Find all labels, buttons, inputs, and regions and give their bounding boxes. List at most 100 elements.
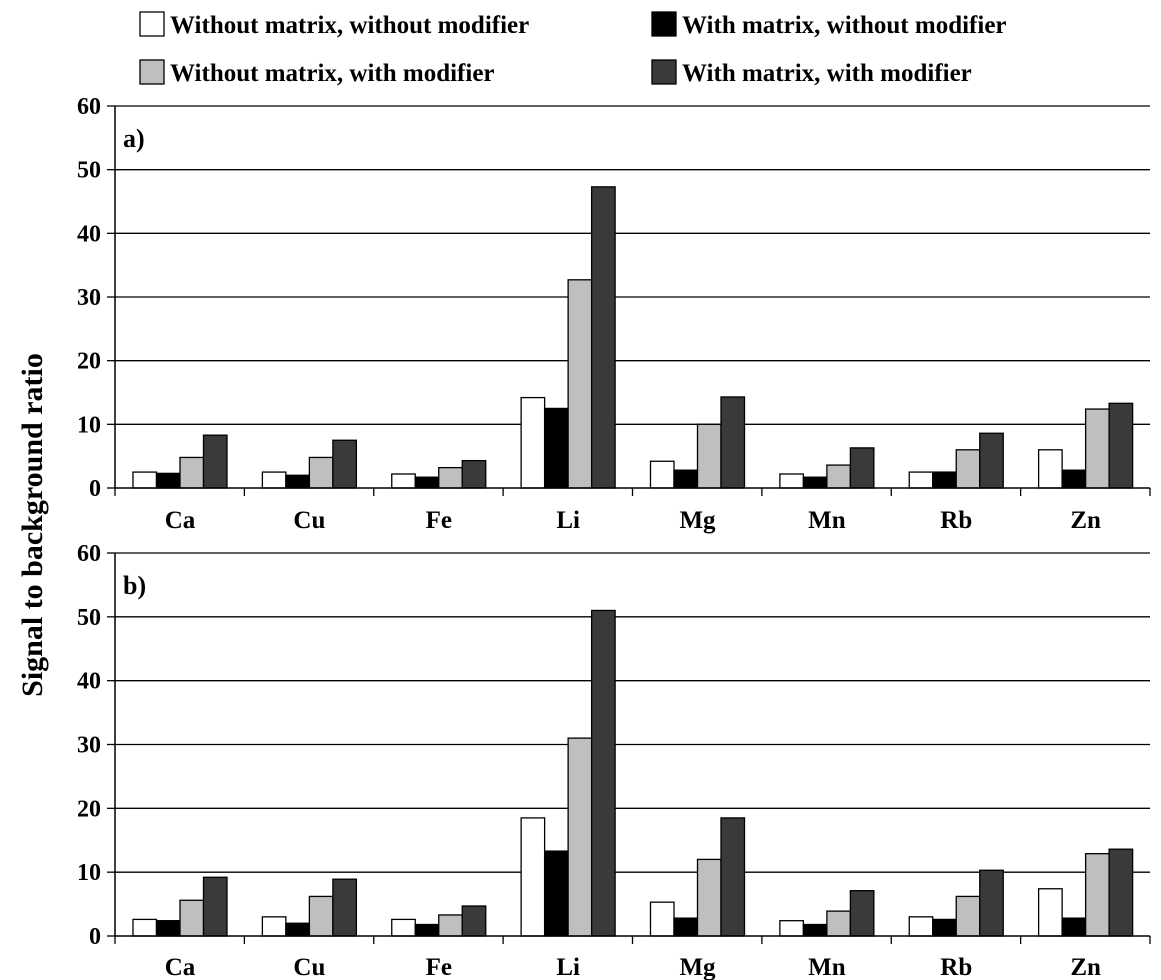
legend-swatch-2 xyxy=(651,11,677,37)
bar-mn-series-4 xyxy=(849,890,875,937)
bar-zn-series-3 xyxy=(1084,853,1110,937)
y-tick-label: 0 xyxy=(89,476,101,502)
x-tick-label: Rb xyxy=(940,507,972,534)
bar-mn-series-3 xyxy=(826,910,852,937)
bar-mn-series-2 xyxy=(802,476,828,489)
x-tick-label: Fe xyxy=(426,954,452,980)
bar-cu-series-4 xyxy=(332,439,358,489)
y-tick-label: 20 xyxy=(77,796,101,822)
bar-li-series-4 xyxy=(590,186,616,489)
bar-mg-series-2 xyxy=(673,917,699,937)
bar-zn-series-2 xyxy=(1061,469,1087,489)
bar-fe-series-2 xyxy=(414,476,440,489)
y-tick-label: 30 xyxy=(77,285,101,311)
bar-rb-series-4 xyxy=(979,432,1004,489)
panel-a: 0 10 20 30 40 50 60 a) Ca Cu Fe Li Mg Mn Rb Zn xyxy=(77,94,1151,534)
bar-mn-series-2 xyxy=(802,923,828,937)
y-tick-label: 30 xyxy=(77,733,101,759)
bar-ca-series-3 xyxy=(179,899,205,937)
bar-mn-series-3 xyxy=(826,464,852,489)
x-tick-label: Fe xyxy=(426,507,452,534)
bar-zn-series-3 xyxy=(1084,408,1110,489)
bar-fe-series-2 xyxy=(414,923,440,937)
y-tick-label: 50 xyxy=(77,158,101,184)
bar-li-series-2 xyxy=(543,407,569,489)
bar-mg-series-2 xyxy=(673,469,699,489)
x-tick-label: Li xyxy=(556,507,580,534)
bar-ca-series-4 xyxy=(202,876,228,937)
bar-cu-series-2 xyxy=(285,474,311,489)
bar-mg-series-4 xyxy=(720,396,746,489)
bar-rb-series-1 xyxy=(908,916,934,937)
x-tick-label: Cu xyxy=(293,954,325,980)
bar-zn-series-1 xyxy=(1037,888,1063,937)
bar-zn-series-4 xyxy=(1108,848,1134,937)
bar-li-series-1 xyxy=(520,817,546,937)
legend-swatch-4 xyxy=(651,59,677,85)
x-tick-label: Zn xyxy=(1070,507,1101,534)
bar-cu-series-4 xyxy=(332,878,358,937)
x-tick-label: Mg xyxy=(679,507,716,534)
panel-label: a) xyxy=(123,124,145,153)
bar-li-series-2 xyxy=(543,850,569,937)
bar-zn-series-2 xyxy=(1061,917,1087,937)
bar-rb-series-4 xyxy=(979,869,1004,937)
bar-fe-series-3 xyxy=(438,466,463,489)
bar-mg-series-3 xyxy=(696,858,722,937)
legend-swatch-1 xyxy=(139,11,165,37)
bar-ca-series-1 xyxy=(132,918,158,937)
y-tick-label: 40 xyxy=(77,221,101,247)
y-axis-label-group: Signal to background ratio xyxy=(16,353,49,697)
panel-label: b) xyxy=(123,571,146,600)
x-tick-label: Mn xyxy=(808,507,846,534)
bar-fe-series-1 xyxy=(391,918,416,937)
bar-fe-series-1 xyxy=(391,473,416,489)
bar-ca-series-1 xyxy=(132,471,158,489)
x-tick-label: Cu xyxy=(293,507,325,534)
x-tick-label: Li xyxy=(556,954,580,980)
y-tick-label: 0 xyxy=(89,924,101,950)
bar-li-series-4 xyxy=(590,609,616,937)
bar-mg-series-3 xyxy=(696,423,722,489)
bar-fe-series-3 xyxy=(438,914,463,937)
bar-li-series-1 xyxy=(520,396,546,489)
bar-rb-series-2 xyxy=(932,471,957,489)
legend-label-3: Without matrix, with modifier xyxy=(170,60,495,87)
bar-ca-series-2 xyxy=(155,472,181,489)
panel-b: 0 10 20 30 40 50 60 b) Ca Cu Fe Li Mg Mn Rb Zn xyxy=(77,541,1151,980)
bar-cu-series-1 xyxy=(261,471,287,489)
bar-zn-series-1 xyxy=(1037,449,1063,489)
legend-label-2: With matrix, without modifier xyxy=(682,12,1007,39)
y-tick-label: 40 xyxy=(77,669,101,695)
x-tick-label: Mg xyxy=(679,954,716,980)
y-tick-label: 10 xyxy=(77,860,101,886)
bar-li-series-3 xyxy=(567,279,593,489)
bar-rb-series-2 xyxy=(932,918,957,937)
y-tick-label: 60 xyxy=(77,541,101,567)
x-tick-label: Mn xyxy=(808,954,846,980)
x-tick-label: Ca xyxy=(165,954,196,980)
legend-swatch-3 xyxy=(139,59,165,85)
y-tick-label: 20 xyxy=(77,349,101,375)
bar-mg-series-1 xyxy=(649,460,675,489)
bar-zn-series-4 xyxy=(1108,402,1134,489)
bar-ca-series-3 xyxy=(179,456,205,489)
bar-cu-series-3 xyxy=(308,895,334,937)
x-tick-label: Ca xyxy=(165,507,196,534)
bar-mn-series-4 xyxy=(849,447,875,489)
legend-label-4: With matrix, with modifier xyxy=(682,60,972,87)
x-tick-label: Rb xyxy=(940,954,972,980)
x-tick-label: Zn xyxy=(1070,954,1101,980)
bar-fe-series-4 xyxy=(461,459,487,489)
bar-cu-series-1 xyxy=(261,916,287,937)
bar-mg-series-1 xyxy=(649,901,675,937)
y-tick-label: 10 xyxy=(77,412,101,438)
bar-cu-series-3 xyxy=(308,456,334,489)
bar-mg-series-4 xyxy=(720,817,746,937)
bar-ca-series-2 xyxy=(155,920,181,937)
bar-li-series-3 xyxy=(567,737,593,937)
bar-cu-series-2 xyxy=(285,922,311,937)
y-tick-label: 60 xyxy=(77,94,101,120)
bar-fe-series-4 xyxy=(461,905,487,937)
